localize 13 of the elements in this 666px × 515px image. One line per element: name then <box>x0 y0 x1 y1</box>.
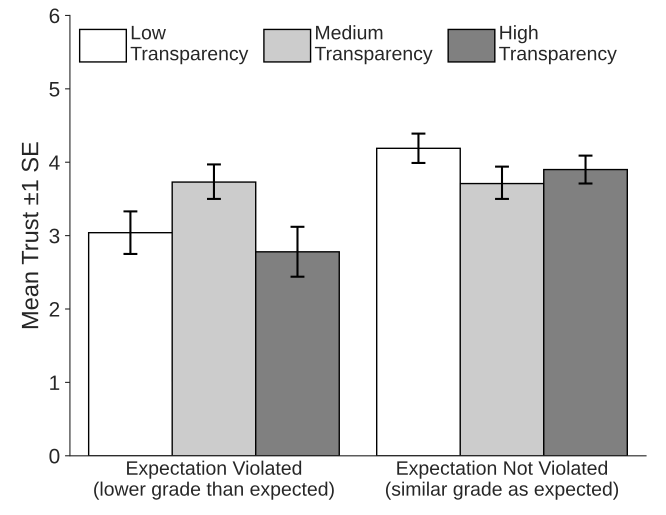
y-tick-label: 1 <box>50 376 60 390</box>
y-axis-title: Mean Trust ±1 SE <box>22 142 38 328</box>
y-tick-label: 6 <box>50 8 60 24</box>
x-tick-label: Expectation Violated (lower grade than expected) <box>94 460 334 500</box>
y-tick-label: 5 <box>49 82 60 97</box>
y-tick-label: 3 <box>49 228 60 244</box>
legend-label: Low Transparency <box>130 26 248 64</box>
y-tick-label: 0 <box>49 448 60 464</box>
legend-label: Medium Transparency <box>314 25 433 64</box>
x-tick-label: Expectation Not Violated (similar grade as expected) <box>386 460 618 500</box>
legend-label: High Transparency <box>499 25 617 64</box>
y-tick-label: 4 <box>49 155 60 170</box>
y-tick-label: 2 <box>50 302 60 317</box>
